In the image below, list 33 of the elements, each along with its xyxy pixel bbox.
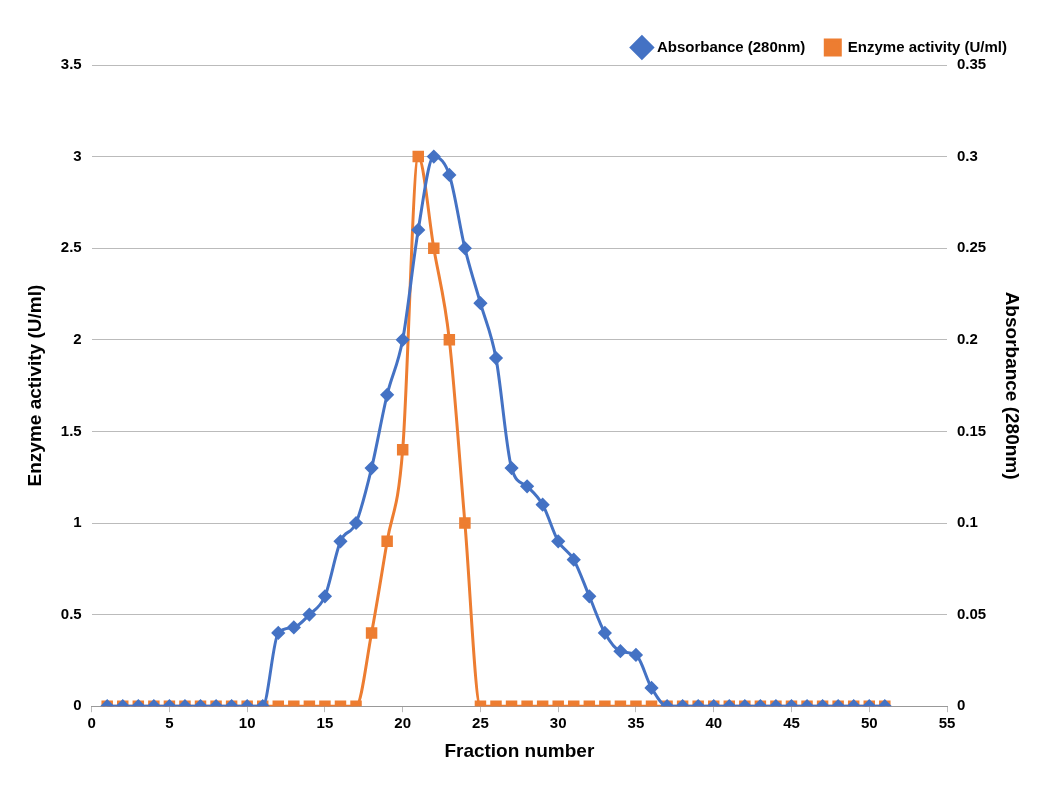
y-tick-label: 3.5 xyxy=(60,55,82,73)
y-tick-label: 2.5 xyxy=(60,238,82,256)
x-tick-label: 50 xyxy=(860,714,878,732)
y2-tick-label: 0.25 xyxy=(957,238,987,256)
y-tick-label: 1.5 xyxy=(60,421,82,439)
x-tick-label: 35 xyxy=(627,714,645,732)
x-tick-label: 10 xyxy=(238,714,256,732)
legend-label: Enzyme activity (U/ml) xyxy=(847,37,1007,55)
y2-tick-label: 0.35 xyxy=(957,55,987,73)
y2-tick-label: 0.15 xyxy=(957,421,987,439)
y-tick-label: 2 xyxy=(73,329,82,347)
y2-axis-title: Absorbance (280nm) xyxy=(1002,291,1024,480)
x-tick-label: 40 xyxy=(705,714,723,732)
x-tick-label: 25 xyxy=(472,714,489,732)
x-axis-title: Fraction number xyxy=(444,739,595,761)
y-tick-label: 3 xyxy=(73,146,82,164)
y-tick-label: 1 xyxy=(73,513,82,531)
y2-tick-label: 0.1 xyxy=(957,513,978,531)
y-tick-label: 0 xyxy=(73,696,82,714)
x-tick-label: 0 xyxy=(87,714,96,732)
x-tick-label: 15 xyxy=(316,714,334,732)
x-tick-label: 5 xyxy=(165,714,174,732)
y-axis-title: Enzyme activity (U/ml) xyxy=(23,284,45,487)
y2-tick-label: 0.05 xyxy=(957,604,987,622)
y2-tick-label: 0.3 xyxy=(957,146,978,164)
x-tick-label: 20 xyxy=(394,714,412,732)
x-tick-label: 45 xyxy=(783,714,800,732)
legend-label: Absorbance (280nm) xyxy=(656,37,806,55)
y-tick-label: 0.5 xyxy=(60,604,82,622)
x-tick-label: 30 xyxy=(549,714,567,732)
y2-tick-label: 0 xyxy=(957,696,966,714)
y2-tick-label: 0.2 xyxy=(957,329,978,347)
x-tick-label: 55 xyxy=(938,714,956,732)
